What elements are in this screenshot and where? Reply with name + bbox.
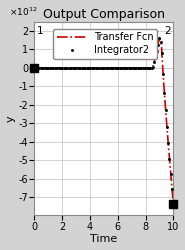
Integrator2 [158, 37, 160, 40]
Transfer Fcn [69, 66, 71, 70]
Text: $\times10^{12}$: $\times10^{12}$ [9, 6, 38, 18]
Line: Integrator2: Integrator2 [33, 36, 175, 205]
Y-axis label: y: y [6, 115, 16, 122]
Transfer Fcn [33, 66, 36, 70]
Transfer Fcn [138, 66, 140, 70]
Integrator2 [170, 172, 172, 176]
Title: Output Comparison: Output Comparison [43, 8, 165, 21]
Transfer Fcn [158, 36, 161, 39]
Integrator2 [101, 66, 103, 70]
Transfer Fcn [172, 202, 174, 205]
Transfer Fcn [58, 66, 60, 70]
Integrator2 [131, 66, 134, 70]
Text: 1: 1 [37, 26, 44, 36]
Integrator2 [172, 202, 174, 205]
Legend: Transfer Fcn, Integrator2: Transfer Fcn, Integrator2 [53, 28, 157, 59]
Transfer Fcn [126, 66, 128, 70]
Transfer Fcn [115, 66, 117, 70]
X-axis label: Time: Time [90, 234, 117, 244]
Line: Transfer Fcn: Transfer Fcn [34, 38, 173, 204]
Integrator2 [74, 66, 76, 70]
Integrator2 [165, 109, 167, 112]
Transfer Fcn [96, 66, 98, 70]
Integrator2 [97, 66, 99, 70]
Integrator2 [33, 66, 36, 70]
Text: 2: 2 [164, 26, 171, 36]
